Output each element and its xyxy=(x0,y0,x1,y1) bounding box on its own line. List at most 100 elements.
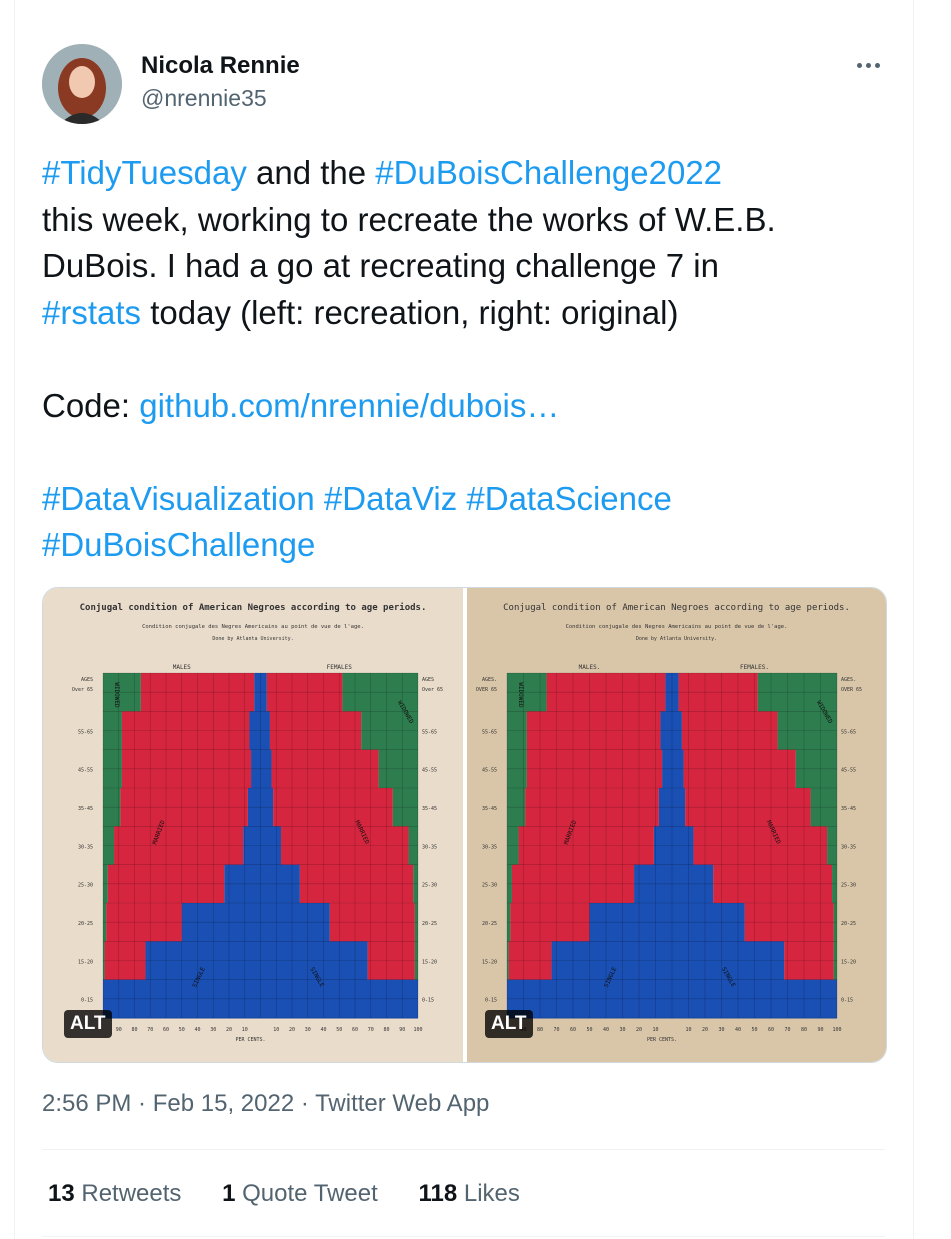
females-single-bar xyxy=(672,941,785,981)
x-tick-label: 30 xyxy=(619,1027,625,1033)
x-axis-label: PER CENTS. xyxy=(647,1037,677,1043)
tweet-time[interactable]: 2:56 PM xyxy=(42,1090,132,1117)
x-tick-label: 70 xyxy=(147,1027,153,1033)
x-tick-label: 30 xyxy=(210,1027,216,1033)
avatar[interactable] xyxy=(42,44,122,124)
more-options-icon[interactable] xyxy=(848,48,888,82)
females-single-bar xyxy=(260,979,418,1019)
x-tick-label: 90 xyxy=(116,1027,122,1033)
females-label: FEMALES xyxy=(327,664,353,671)
blank-line xyxy=(42,336,902,383)
females-widowed-bar xyxy=(832,864,837,904)
females-married-bar xyxy=(280,826,409,866)
age-label-left: 55-65 xyxy=(482,729,497,735)
females-widowed-bar xyxy=(342,673,418,712)
tweet-source[interactable]: Twitter Web App xyxy=(315,1090,490,1117)
widowed-label-males: WIDOWED xyxy=(517,682,524,708)
x-tick-label: 60 xyxy=(768,1027,774,1033)
url-link[interactable]: github.com/nrennie/dubois… xyxy=(139,386,560,424)
males-widowed-bar xyxy=(103,788,121,827)
alt-button-right[interactable]: ALT xyxy=(485,1010,533,1038)
x-tick-label: 40 xyxy=(194,1027,200,1033)
females-widowed-bar xyxy=(827,826,837,866)
hashtag-link[interactable]: #rstats xyxy=(42,293,142,331)
retweets-stat[interactable]: 13 Retweets xyxy=(48,1180,181,1207)
tweet-date[interactable]: Feb 15, 2022 xyxy=(152,1090,295,1117)
males-married-bar xyxy=(508,941,552,981)
x-tick-label: 70 xyxy=(784,1027,790,1033)
media-image-original[interactable]: Conjugal condition of American Negroes a… xyxy=(467,588,886,1062)
meta-separator: · xyxy=(131,1090,153,1117)
alt-button-left[interactable]: ALT xyxy=(64,1010,112,1038)
divider xyxy=(42,1149,885,1150)
age-label-right: 15-20 xyxy=(422,959,437,965)
males-married-bar xyxy=(121,749,252,789)
males-married-bar xyxy=(510,903,590,942)
females-single-bar xyxy=(260,826,281,866)
x-tick-label: 30 xyxy=(305,1027,311,1033)
females-widowed-bar xyxy=(777,711,837,751)
females-married-bar xyxy=(367,941,415,981)
males-widowed-bar xyxy=(103,749,122,789)
hashtag-link[interactable]: #DataScience xyxy=(466,479,672,517)
x-tick-label: 70 xyxy=(368,1027,374,1033)
males-married-bar xyxy=(546,673,666,712)
males-married-bar xyxy=(114,826,244,866)
males-married-bar xyxy=(526,711,661,751)
males-single-bar xyxy=(247,788,261,827)
males-widowed-bar xyxy=(103,864,108,904)
tweet-line: DuBois. I had a go at recreating challen… xyxy=(42,243,902,290)
age-label-right: 0-15 xyxy=(841,998,853,1004)
chart-credit: Done by Atlanta University. xyxy=(636,636,717,642)
males-widowed-bar xyxy=(507,749,527,789)
media-divider xyxy=(463,588,467,1062)
x-tick-label: 80 xyxy=(537,1027,543,1033)
age-label-left: 15-20 xyxy=(482,959,497,965)
females-widowed-bar xyxy=(378,749,418,789)
females-widowed-bar xyxy=(833,903,837,942)
likes-stat[interactable]: 118 Likes xyxy=(418,1180,519,1207)
hashtag-link[interactable]: #DuBoisChallenge2022 xyxy=(375,154,723,191)
ages-header-right: AGES. xyxy=(841,677,856,683)
females-married-bar xyxy=(683,749,796,789)
x-tick-label: 20 xyxy=(226,1027,232,1033)
media-image-recreation[interactable]: Conjugal condition of American Negroes a… xyxy=(43,588,463,1062)
tweet-media[interactable]: Conjugal condition of American Negroes a… xyxy=(42,587,887,1063)
hashtag-link[interactable]: #TidyTuesday xyxy=(42,154,247,191)
author-name[interactable]: Nicola Rennie xyxy=(141,52,300,79)
x-tick-label: 20 xyxy=(702,1027,708,1033)
age-label-right: 55-65 xyxy=(841,729,856,735)
females-married-bar xyxy=(271,749,379,789)
males-widowed-bar xyxy=(103,673,141,712)
males-widowed-bar xyxy=(103,826,115,866)
quotes-count: 1 xyxy=(222,1180,236,1207)
females-single-bar xyxy=(260,941,368,981)
age-label-right: 20-25 xyxy=(422,921,437,927)
blank-line xyxy=(42,429,902,476)
males-single-bar xyxy=(249,711,261,751)
chart-subtitle: Condition conjugale des Negres Americain… xyxy=(142,624,364,630)
tweet-text: #TidyTuesday and the #DuBoisChallenge202… xyxy=(42,150,902,569)
x-tick-label: 70 xyxy=(553,1027,559,1033)
tweet-meta: 2:56 PM · Feb 15, 2022 · Twitter Web App xyxy=(42,1090,489,1118)
males-widowed-bar xyxy=(103,711,122,751)
x-tick-label: 60 xyxy=(570,1027,576,1033)
females-married-bar xyxy=(713,864,833,904)
females-single-bar xyxy=(260,749,272,789)
x-tick-label: 100 xyxy=(832,1027,841,1033)
age-label-left: 0-15 xyxy=(485,998,497,1004)
hashtag-link[interactable]: #DuBoisChallenge xyxy=(42,526,316,563)
quote-tweets-stat[interactable]: 1 Quote Tweet xyxy=(222,1180,378,1207)
author-handle[interactable]: @nrennie35 xyxy=(141,85,267,111)
females-married-bar xyxy=(273,788,393,827)
x-tick-label: 10 xyxy=(242,1027,248,1033)
ages-header-left: AGES xyxy=(81,677,93,683)
tweet-line: #DataVisualization #DataViz #DataScience xyxy=(42,476,902,523)
age-label-right: 30-35 xyxy=(422,844,437,850)
tweet-line: #TidyTuesday and the #DuBoisChallenge202… xyxy=(42,150,902,197)
hashtag-link[interactable]: #DataVisualization xyxy=(42,479,315,517)
x-tick-label: 90 xyxy=(399,1027,405,1033)
males-single-bar xyxy=(665,673,672,712)
x-tick-label: 50 xyxy=(586,1027,592,1033)
hashtag-link[interactable]: #DataViz xyxy=(323,479,458,517)
